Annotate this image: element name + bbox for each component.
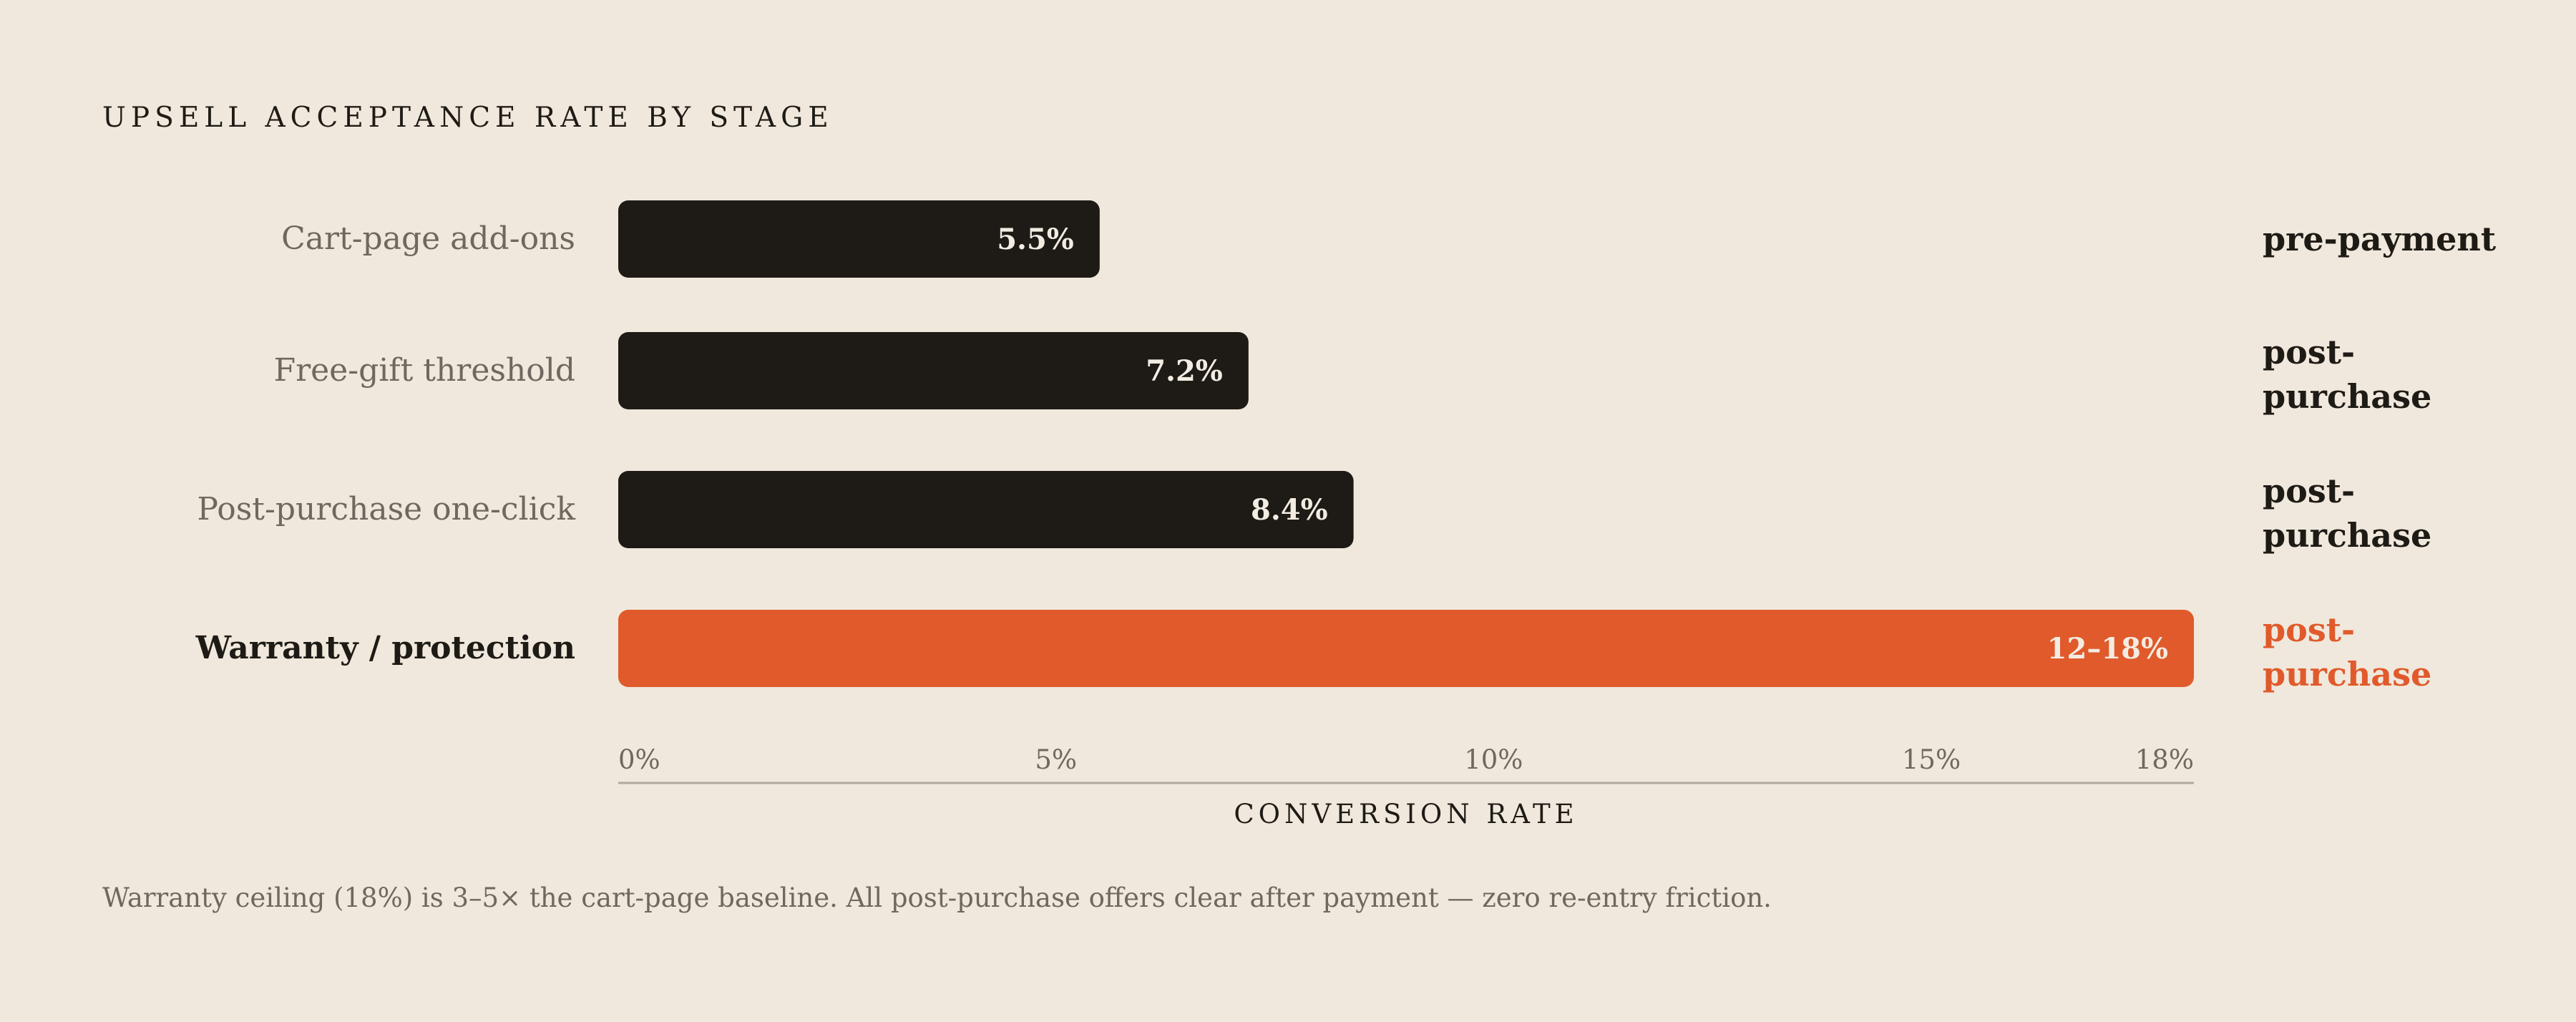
chart-title: UPSELL ACCEPTANCE RATE BY STAGE xyxy=(102,102,834,134)
stage-label: post-purchase xyxy=(2263,610,2431,694)
stage-label: post-purchase xyxy=(2263,333,2431,416)
footnote: Warranty ceiling (18%) is 3–5× the cart-… xyxy=(102,882,1772,913)
bar xyxy=(618,200,1100,278)
category-label: Warranty / protection xyxy=(195,630,575,666)
stage-label: post-purchase xyxy=(2263,472,2431,555)
category-label: Cart-page add-ons xyxy=(281,220,575,257)
data-label: 8.4% xyxy=(1251,493,1328,527)
x-tick-label: 5% xyxy=(1035,744,1077,775)
x-tick-label: 18% xyxy=(2135,744,2194,775)
x-tick-label: 15% xyxy=(1902,744,1961,775)
category-label: Free-gift threshold xyxy=(274,352,575,389)
x-tick-label: 0% xyxy=(618,744,660,775)
bar xyxy=(618,610,2194,687)
data-label: 12–18% xyxy=(2047,632,2168,666)
x-tick-label: 10% xyxy=(1464,744,1523,775)
data-label: 5.5% xyxy=(997,223,1074,256)
bar xyxy=(618,332,1249,409)
stage-label: pre-payment xyxy=(2263,220,2497,258)
data-label: 7.2% xyxy=(1146,354,1223,388)
category-label: Post-purchase one-click xyxy=(197,491,575,527)
bar xyxy=(618,471,1354,548)
x-axis-title: CONVERSION RATE xyxy=(1234,799,1578,829)
